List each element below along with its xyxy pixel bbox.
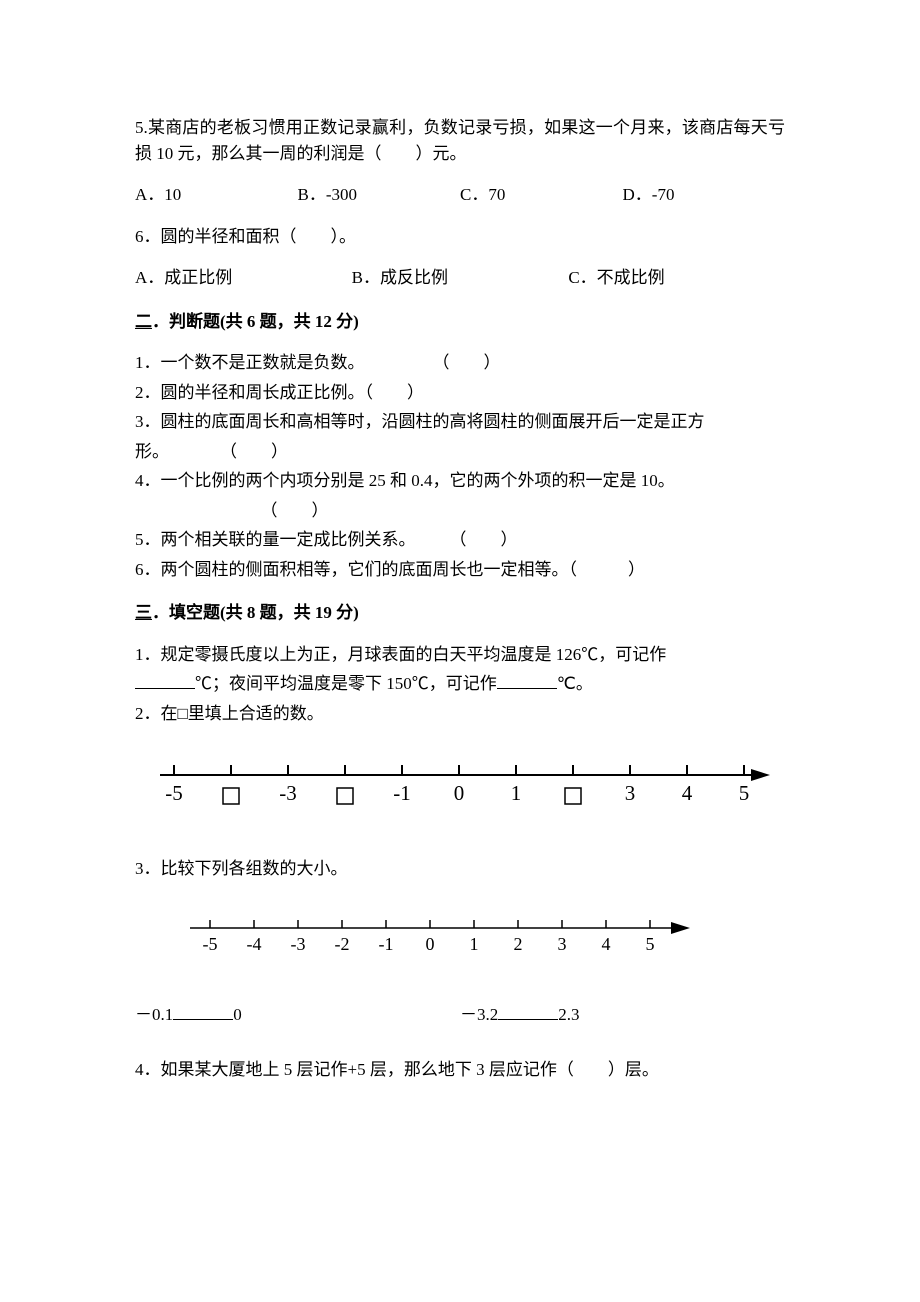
section-3-rest: ．填空题(共 8 题，共 19 分) bbox=[152, 603, 359, 622]
question-5-text: 5.某商店的老板习惯用正数记录赢利，负数记录亏损，如果这一个月来，该商店每天亏损… bbox=[135, 115, 785, 166]
judge-1: 1．一个数不是正数就是负数。 （ ） bbox=[135, 350, 785, 376]
judge-2: 2．圆的半径和周长成正比例。（ ） bbox=[135, 380, 785, 406]
section-2-heading: 二．判断题(共 6 题，共 12 分) bbox=[135, 309, 785, 335]
question-5-options: A．10 B．-300 C．70 D．-70 bbox=[135, 182, 785, 208]
fill-3: 3．比较下列各组数的大小。 bbox=[135, 856, 785, 882]
section-2-prefix: 二 bbox=[135, 312, 152, 331]
compare-2-left: －3.2 bbox=[460, 1005, 498, 1024]
judge-3a: 3．圆柱的底面周长和高相等时，沿圆柱的高将圆柱的侧面展开后一定是正方 bbox=[135, 409, 785, 435]
compare-row: －0.1 0 －3.2 2.3 bbox=[135, 1002, 785, 1028]
option-c: C．不成比例 bbox=[568, 265, 785, 291]
svg-text:-2: -2 bbox=[335, 934, 350, 954]
svg-text:3: 3 bbox=[558, 934, 567, 954]
fill-1b: ℃；夜间平均温度是零下 150℃，可记作 ℃。 bbox=[135, 671, 785, 697]
blank-compare-1 bbox=[173, 1003, 233, 1020]
blank-compare-2 bbox=[498, 1003, 558, 1020]
number-line-1-svg: -5 -3 -1 0 1 3 4 5 bbox=[135, 750, 785, 820]
svg-text:-5: -5 bbox=[203, 934, 218, 954]
svg-text:4: 4 bbox=[602, 934, 611, 954]
number-line-2-svg: -5 -4 -3 -2 -1 0 1 2 3 4 5 bbox=[135, 906, 695, 966]
fill-1b-mid: ℃；夜间平均温度是零下 150℃，可记作 bbox=[195, 674, 497, 693]
question-6-text: 6．圆的半径和面积（ ）。 bbox=[135, 224, 785, 250]
svg-text:1: 1 bbox=[470, 934, 479, 954]
judge-4a: 4．一个比例的两个内项分别是 25 和 0.4，它的两个外项的积一定是 10。 bbox=[135, 468, 785, 494]
compare-1-left: －0.1 bbox=[135, 1005, 173, 1024]
svg-text:4: 4 bbox=[682, 781, 693, 805]
question-5: 5.某商店的老板习惯用正数记录赢利，负数记录亏损，如果这一个月来，该商店每天亏损… bbox=[135, 115, 785, 208]
question-6: 6．圆的半径和面积（ ）。 A．成正比例 B．成反比例 C．不成比例 bbox=[135, 224, 785, 291]
svg-text:-1: -1 bbox=[379, 934, 394, 954]
svg-text:5: 5 bbox=[646, 934, 655, 954]
number-line-2: -5 -4 -3 -2 -1 0 1 2 3 4 5 bbox=[135, 906, 785, 966]
svg-text:0: 0 bbox=[426, 934, 435, 954]
judge-5: 5．两个相关联的量一定成比例关系。 （ ） bbox=[135, 527, 785, 553]
svg-text:0: 0 bbox=[454, 781, 465, 805]
svg-text:5: 5 bbox=[739, 781, 750, 805]
svg-text:3: 3 bbox=[625, 781, 636, 805]
svg-text:2: 2 bbox=[514, 934, 523, 954]
judge-3b: 形。 （ ） bbox=[135, 439, 785, 465]
blank-2 bbox=[497, 672, 557, 689]
svg-text:-5: -5 bbox=[165, 781, 183, 805]
option-d: D．-70 bbox=[623, 182, 786, 208]
svg-text:-3: -3 bbox=[291, 934, 306, 954]
svg-text:-1: -1 bbox=[393, 781, 411, 805]
option-b: B．成反比例 bbox=[352, 265, 569, 291]
section-2-rest: ．判断题(共 6 题，共 12 分) bbox=[152, 312, 359, 331]
fill-2: 2．在□里填上合适的数。 bbox=[135, 701, 785, 727]
compare-2: －3.2 2.3 bbox=[460, 1002, 785, 1028]
fill-1a: 1．规定零摄氏度以上为正，月球表面的白天平均温度是 126℃，可记作 bbox=[135, 642, 785, 668]
compare-1: －0.1 0 bbox=[135, 1002, 460, 1028]
option-a: A．10 bbox=[135, 182, 298, 208]
blank-1 bbox=[135, 672, 195, 689]
option-a: A．成正比例 bbox=[135, 265, 352, 291]
fill-1b-suffix: ℃。 bbox=[557, 674, 593, 693]
judge-6: 6．两个圆柱的侧面积相等，它们的底面周长也一定相等。（ ） bbox=[135, 557, 785, 583]
svg-text:1: 1 bbox=[511, 781, 522, 805]
svg-text:-4: -4 bbox=[247, 934, 262, 954]
fill-4: 4．如果某大厦地上 5 层记作+5 层，那么地下 3 层应记作（ ）层。 bbox=[135, 1057, 785, 1083]
option-b: B．-300 bbox=[298, 182, 461, 208]
section-2-items: 1．一个数不是正数就是负数。 （ ） 2．圆的半径和周长成正比例。（ ） 3．圆… bbox=[135, 350, 785, 582]
section-3-items: 1．规定零摄氏度以上为正，月球表面的白天平均温度是 126℃，可记作 ℃；夜间平… bbox=[135, 642, 785, 1083]
judge-4b: （ ） bbox=[235, 498, 785, 524]
svg-text:-3: -3 bbox=[279, 781, 297, 805]
section-3-heading: 三．填空题(共 8 题，共 19 分) bbox=[135, 600, 785, 626]
compare-2-right: 2.3 bbox=[558, 1005, 579, 1024]
section-3-prefix: 三 bbox=[135, 603, 152, 622]
option-c: C．70 bbox=[460, 182, 623, 208]
number-line-1: -5 -3 -1 0 1 3 4 5 bbox=[135, 750, 785, 820]
question-6-options: A．成正比例 B．成反比例 C．不成比例 bbox=[135, 265, 785, 291]
compare-1-right: 0 bbox=[233, 1005, 242, 1024]
